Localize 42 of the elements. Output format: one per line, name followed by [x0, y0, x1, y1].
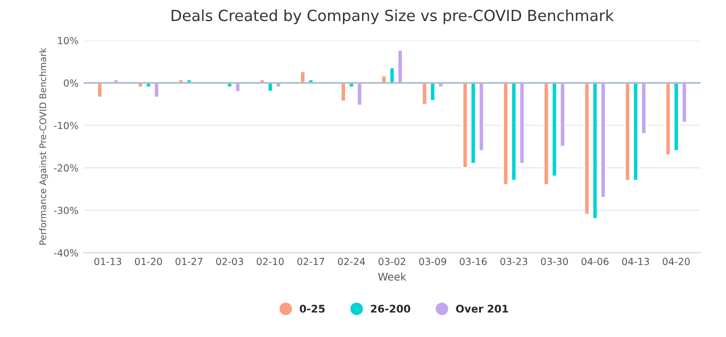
x-tick-label: 03-23	[500, 258, 528, 266]
x-tick-label: 04-13	[622, 258, 649, 266]
legend-label: Over 201	[456, 304, 508, 313]
chart-title: Deals Created by Company Size vs pre-COVID Benchmark	[172, 9, 614, 24]
x-tick-label: 03-16	[460, 258, 487, 266]
bar	[624, 82, 631, 182]
x-tick-label: 02-03	[216, 258, 243, 266]
legend-label: 26-200	[370, 304, 410, 313]
bar	[518, 82, 526, 164]
bar	[559, 82, 566, 148]
bar	[421, 82, 428, 106]
y-tick-label: -20%	[54, 164, 78, 172]
x-tick-label: 04-06	[582, 258, 609, 266]
x-tick-label: 03-30	[540, 258, 568, 266]
bar	[664, 82, 672, 156]
x-tick-label: 02-24	[338, 258, 366, 266]
y-tick-label: -40%	[54, 249, 78, 257]
x-tick-label: 01-20	[134, 258, 162, 266]
bar	[340, 82, 346, 102]
bar	[600, 82, 606, 198]
legend-label: 0-25	[300, 304, 325, 313]
x-tick-label: 03-09	[419, 258, 446, 266]
x-tick-label: 01-13	[94, 258, 122, 266]
bar	[96, 82, 103, 98]
y-tick-label: -10%	[54, 122, 78, 130]
x-tick-label: 02-17	[297, 258, 324, 266]
x-tick-label: 01-27	[176, 258, 202, 266]
x-tick-label: 04-20	[662, 258, 690, 266]
y-axis-title: Performance Against Pre-COVID Benchmark	[39, 48, 48, 245]
bar	[543, 82, 550, 186]
y-tick-label: -30%	[54, 206, 78, 214]
y-tick-label: 0%	[64, 79, 78, 87]
y-tick-label: 10%	[58, 36, 78, 44]
x-tick-label: 02-10	[256, 258, 284, 266]
x-axis-title: Week	[378, 272, 406, 281]
bar	[592, 82, 598, 220]
bar	[584, 82, 590, 216]
bar	[462, 82, 468, 169]
bar	[397, 50, 404, 84]
x-tick-label: 03-02	[378, 258, 406, 266]
bar	[551, 82, 558, 178]
bar	[356, 82, 363, 106]
